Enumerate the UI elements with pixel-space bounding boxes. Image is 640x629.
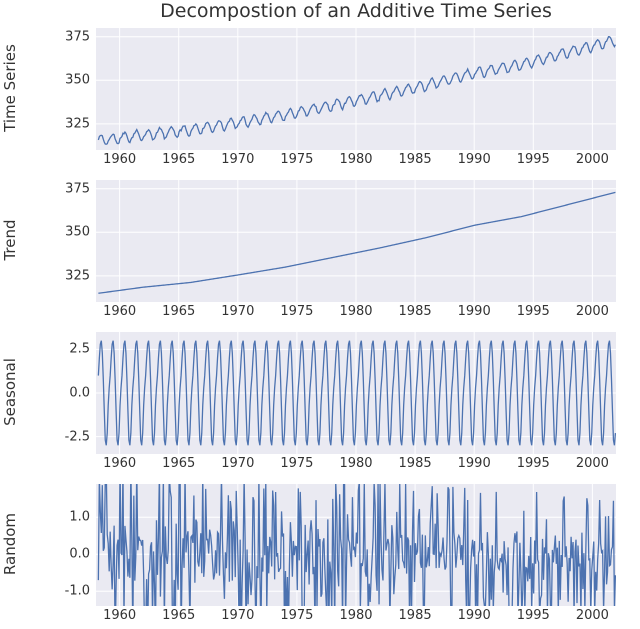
xtick: 1980: [339, 608, 372, 623]
yticks-seasonal: -2.5 0.0 2.5: [0, 332, 90, 454]
xtick: 1990: [458, 304, 491, 319]
yticks-time-series: 325 350 375: [0, 28, 90, 150]
panel-seasonal: [96, 332, 616, 454]
xtick: 1965: [162, 608, 195, 623]
xtick: 1990: [458, 608, 491, 623]
xtick: 1970: [221, 608, 254, 623]
xtick: 2000: [576, 608, 609, 623]
line-random: [98, 484, 615, 606]
ytick: 325: [65, 268, 90, 283]
figure-title: Decompostion of an Additive Time Series: [96, 0, 616, 22]
xtick: 1965: [162, 304, 195, 319]
xtick: 1975: [280, 152, 313, 167]
xtick: 1965: [162, 152, 195, 167]
ytick: 0.0: [69, 547, 90, 562]
xtick: 1960: [103, 608, 136, 623]
xtick: 1980: [339, 152, 372, 167]
panel-time-series: [96, 28, 616, 150]
yticks-trend: 325 350 375: [0, 180, 90, 302]
line-trend: [98, 192, 615, 293]
xtick: 1995: [517, 608, 550, 623]
plot-trend: [96, 180, 616, 302]
ytick: 350: [65, 225, 90, 240]
xtick: 2000: [576, 304, 609, 319]
xtick: 2000: [576, 456, 609, 471]
plot-random: [96, 484, 616, 606]
plot-seasonal: [96, 332, 616, 454]
ytick: 1.0: [69, 510, 90, 525]
xtick: 1960: [103, 456, 136, 471]
panel-random: [96, 484, 616, 606]
figure: Decompostion of an Additive Time Series …: [0, 0, 640, 629]
xtick: 1970: [221, 304, 254, 319]
ytick: 375: [65, 29, 90, 44]
xtick: 1995: [517, 304, 550, 319]
line-time-series: [98, 37, 615, 145]
xtick: 1975: [280, 608, 313, 623]
xtick: 1990: [458, 152, 491, 167]
xtick: 1985: [399, 456, 432, 471]
xtick: 1980: [339, 456, 372, 471]
ytick: 325: [65, 116, 90, 131]
yticks-random: -1.0 0.0 1.0: [0, 484, 90, 606]
ytick: 0.0: [69, 386, 90, 401]
ytick: -2.5: [65, 429, 90, 444]
xtick: 1990: [458, 456, 491, 471]
ytick: -1.0: [65, 584, 90, 599]
xtick: 1985: [399, 152, 432, 167]
xtick: 1970: [221, 152, 254, 167]
xtick: 1975: [280, 456, 313, 471]
panel-trend: [96, 180, 616, 302]
xtick: 1995: [517, 456, 550, 471]
xtick: 1960: [103, 304, 136, 319]
ytick: 350: [65, 73, 90, 88]
xtick: 1995: [517, 152, 550, 167]
xtick: 1980: [339, 304, 372, 319]
xtick: 1960: [103, 152, 136, 167]
xtick: 2000: [576, 152, 609, 167]
ytick: 2.5: [69, 342, 90, 357]
plot-time-series: [96, 28, 616, 150]
xtick: 1985: [399, 304, 432, 319]
xtick: 1985: [399, 608, 432, 623]
xtick: 1970: [221, 456, 254, 471]
ytick: 375: [65, 181, 90, 196]
xtick: 1975: [280, 304, 313, 319]
xtick: 1965: [162, 456, 195, 471]
